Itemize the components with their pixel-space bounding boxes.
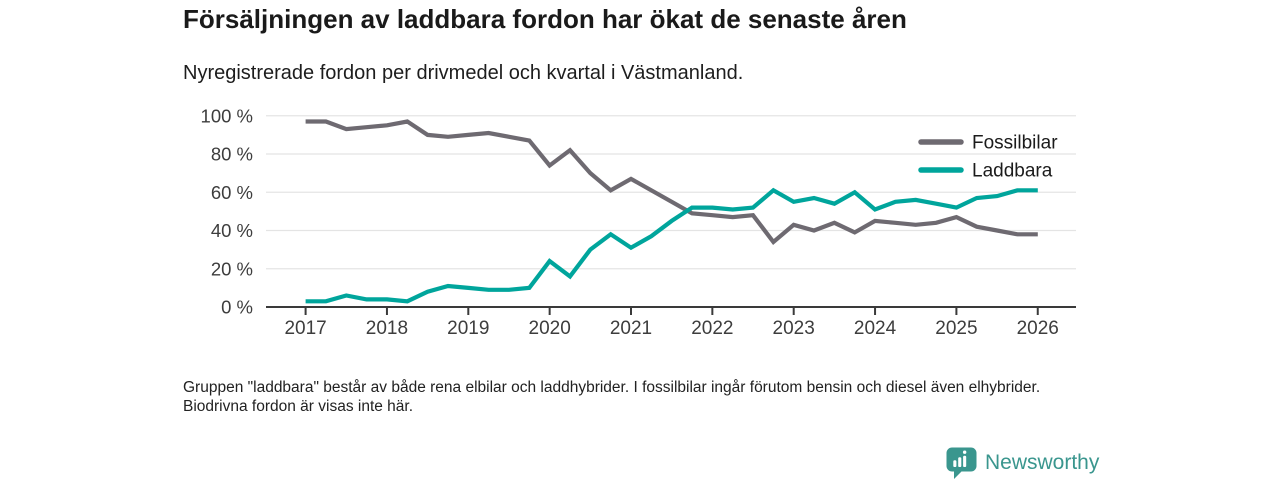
footnote: Gruppen "laddbara" består av både rena e… xyxy=(183,379,1041,415)
x-tick-label: 2019 xyxy=(447,318,489,339)
chart-title: Försäljningen av laddbara fordon har öka… xyxy=(183,4,907,34)
legend-label-laddbara: Laddbara xyxy=(972,161,1053,182)
chart-subtitle: Nyregistrerade fordon per drivmedel och … xyxy=(183,62,744,84)
y-tick-label: 80 % xyxy=(211,144,253,165)
y-tick-label: 60 % xyxy=(211,182,253,203)
newsworthy-bar-chart-bubble-icon xyxy=(946,447,977,479)
bar-small xyxy=(953,460,957,467)
y-tick-label: 40 % xyxy=(211,220,253,241)
speech-bubble-shape xyxy=(946,447,977,479)
y-tick-label: 20 % xyxy=(211,258,253,279)
y-tick-label: 0 % xyxy=(221,297,253,318)
legend-label-fossilbilar: Fossilbilar xyxy=(972,133,1058,154)
series-line-laddbara xyxy=(305,187,1038,304)
x-tick-label: 2025 xyxy=(935,318,977,339)
x-tick-label: 2023 xyxy=(773,318,815,339)
x-tick-label: 2024 xyxy=(854,318,897,339)
x-tick-label: 2022 xyxy=(691,318,733,339)
exclamation-dot xyxy=(962,450,967,454)
series-line-fossilbilar xyxy=(305,119,1038,246)
x-tick-label: 2026 xyxy=(1017,318,1059,339)
bar-tall xyxy=(963,455,967,467)
x-tick-label: 2017 xyxy=(284,318,326,339)
newsworthy-logo: Newsworthy xyxy=(945,446,1099,480)
line-chart: 0 % 20 % 40 % 60 % 80 % 100 % 2017 2018 2019 2020… xyxy=(201,105,1076,339)
y-tick-label: 100 % xyxy=(201,105,253,126)
x-tick-label: 2021 xyxy=(610,318,652,339)
newsworthy-logo-text: Newsworthy xyxy=(985,451,1100,474)
x-tick-label: 2020 xyxy=(529,318,571,339)
bar-medium xyxy=(958,457,962,467)
x-tick-label: 2018 xyxy=(366,318,408,339)
